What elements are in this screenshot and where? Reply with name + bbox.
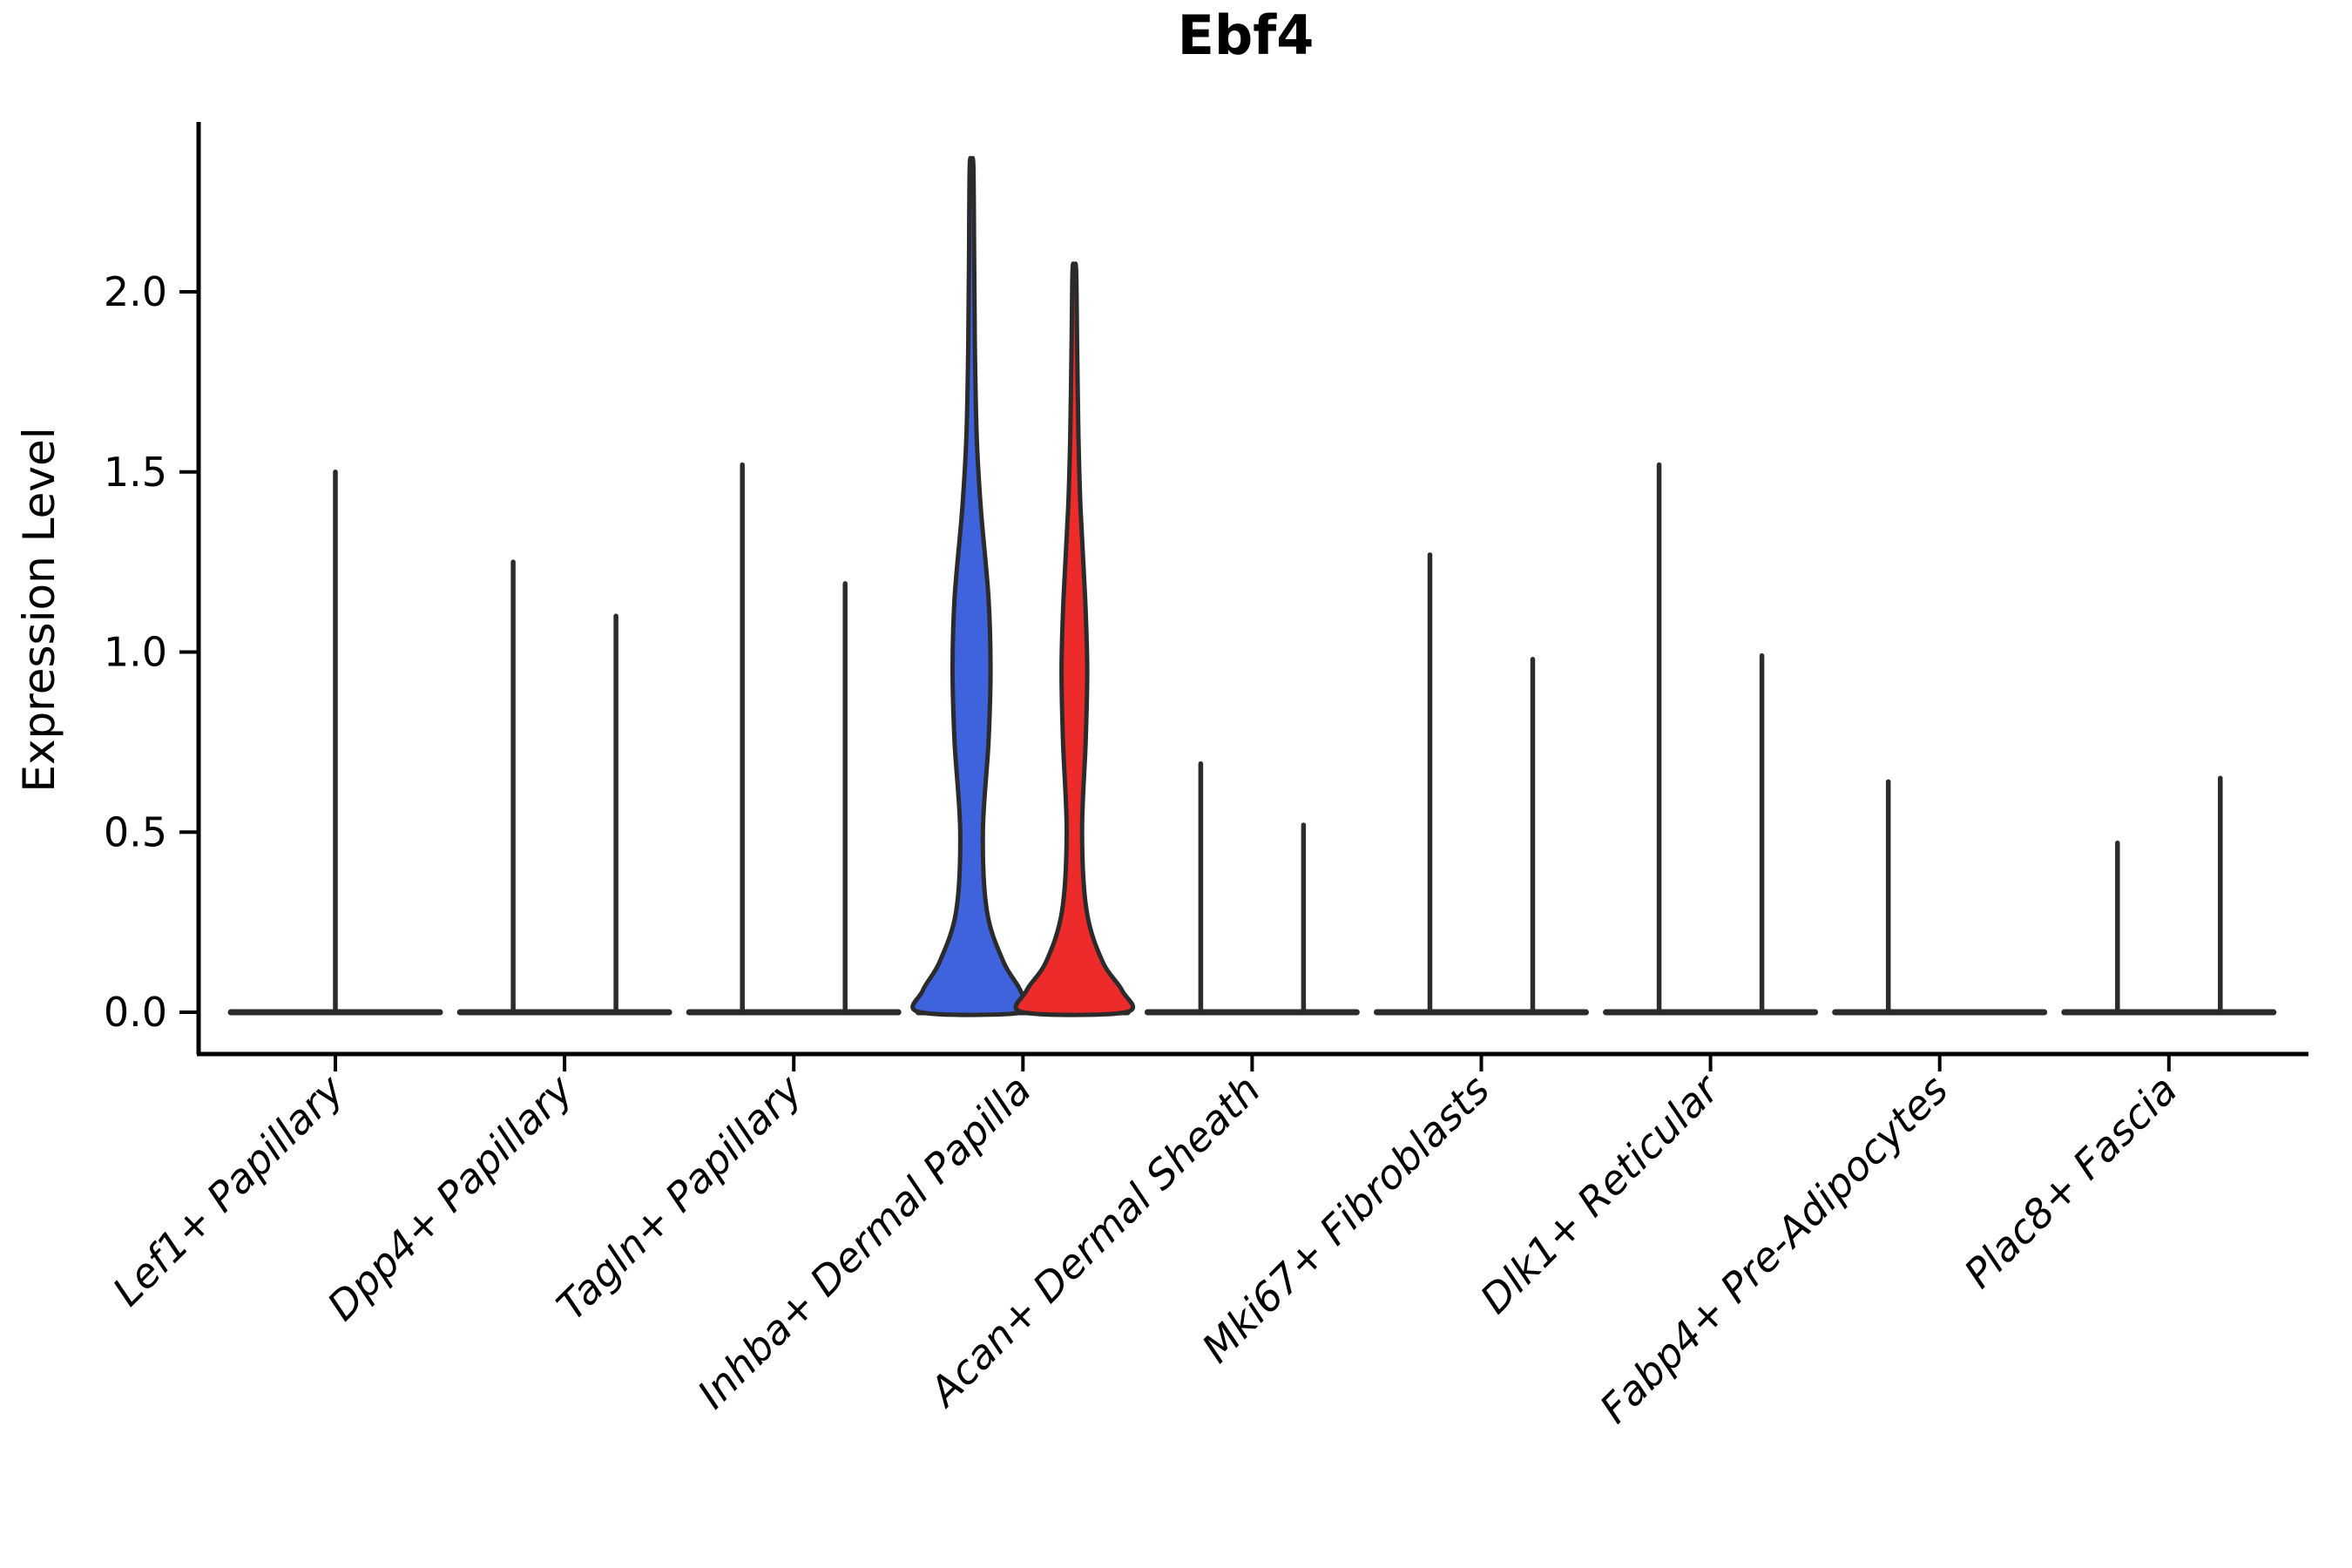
y-tick-label: 1.0 (104, 629, 167, 676)
y-tick-label: 0.5 (104, 808, 167, 855)
violin-body (910, 156, 1033, 1017)
y-tick-label: 0.0 (104, 989, 167, 1036)
x-tick-label: Tagln+ Papillary (548, 1065, 812, 1329)
chart-title: Ebf4 (1178, 3, 1315, 67)
violin-group (1832, 779, 2048, 1016)
axes: 0.0 0.5 1.0 1.5 2.0 (104, 122, 2308, 1071)
x-tick-label: Dlk1+ Reticular (1471, 1064, 1730, 1322)
x-tick-label: Plac8+ Fascia (1955, 1066, 2186, 1297)
y-tick-label: 2.0 (104, 268, 167, 315)
violins-layer (227, 156, 2277, 1017)
violin-group (910, 156, 1136, 1017)
x-tick-label: Dpp4+ Papillary (318, 1065, 582, 1329)
y-axis-label: Expression Level (14, 427, 64, 792)
violin-group (1603, 462, 1819, 1016)
violin-group (1374, 552, 1589, 1016)
violin-group (456, 559, 672, 1016)
violin-body (1013, 261, 1136, 1017)
y-tick-label: 1.5 (104, 449, 167, 496)
violin-group (227, 470, 443, 1016)
violin-group (686, 462, 902, 1016)
violin-group (2061, 775, 2277, 1016)
x-tick-label: Lef1+ Papillary (104, 1065, 353, 1315)
violin-group (1144, 760, 1360, 1016)
